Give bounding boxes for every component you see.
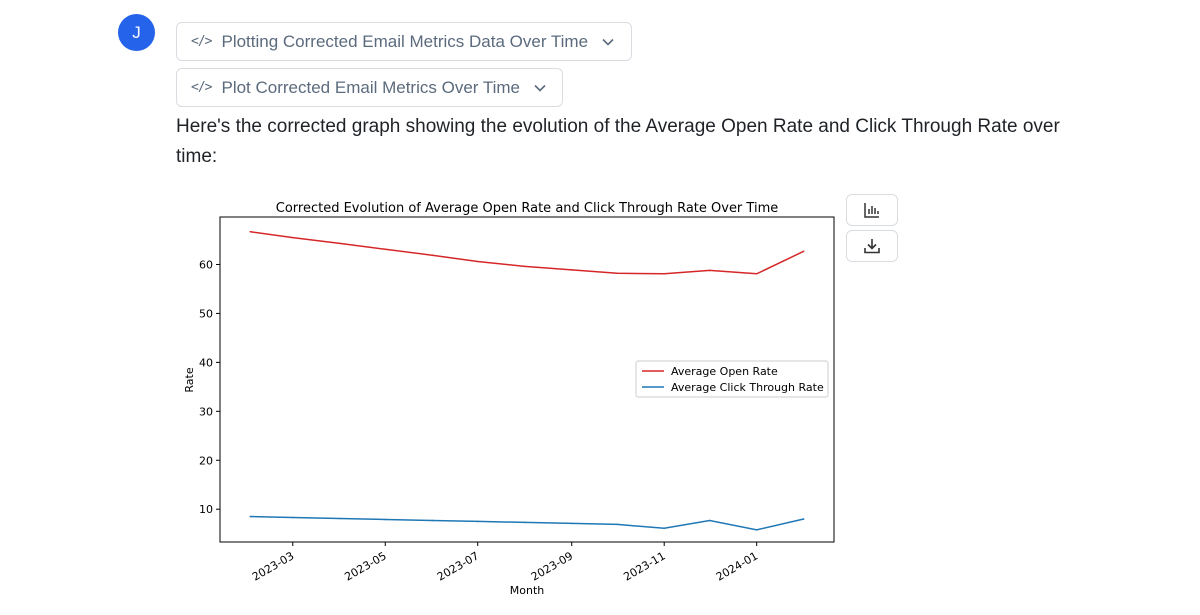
- data-point: [708, 519, 711, 522]
- tool-call-label: Plot Corrected Email Metrics Over Time: [221, 77, 520, 97]
- x-axis: 2023-03 2023-05 2023-07 2023-09 2023-11 2024-…: [250, 542, 760, 584]
- data-point: [755, 272, 758, 275]
- data-point: [384, 518, 387, 521]
- x-tick-label: 2023-03: [250, 549, 296, 583]
- download-button[interactable]: [846, 230, 898, 262]
- plot-area: [219, 216, 835, 543]
- x-tick-label: 2024-01: [714, 549, 760, 583]
- chevron-down-icon: [602, 38, 614, 46]
- tool-call-chip-plotting[interactable]: </> Plotting Corrected Email Metrics Dat…: [176, 22, 632, 61]
- chart-image: Corrected Evolution of Average Open Rate…: [176, 190, 836, 610]
- x-tick-label: 2023-07: [435, 549, 481, 583]
- download-icon: [864, 239, 880, 254]
- data-point: [570, 269, 573, 271]
- user-avatar: J: [118, 14, 155, 51]
- series-line-0: [250, 230, 805, 275]
- legend-label: Average Click Through Rate: [671, 381, 824, 394]
- series-lines: [249, 230, 805, 531]
- y-tick-label: 40: [199, 356, 213, 369]
- x-tick-label: 2023-05: [342, 549, 388, 583]
- tool-call-label: Plotting Corrected Email Metrics Data Ov…: [221, 31, 589, 51]
- x-tick-label: 2023-11: [621, 549, 667, 583]
- code-icon: </>: [191, 34, 213, 49]
- data-point: [802, 250, 805, 253]
- data-point: [338, 517, 341, 520]
- data-point: [431, 519, 434, 522]
- line-chart: Corrected Evolution of Average Open Rate…: [183, 201, 835, 597]
- y-axis-label: Rate: [183, 367, 196, 392]
- y-tick-label: 60: [199, 258, 213, 271]
- x-axis-label: Month: [510, 584, 545, 597]
- y-tick-label: 30: [199, 405, 213, 418]
- data-point: [431, 254, 434, 256]
- data-point: [663, 272, 666, 275]
- chart-legend: Average Open Rate Average Click Through R…: [635, 360, 829, 398]
- data-point: [523, 521, 526, 524]
- data-point: [802, 518, 805, 520]
- data-point: [249, 515, 252, 518]
- legend-label: Average Open Rate: [671, 365, 778, 378]
- chart-title: Corrected Evolution of Average Open Rate…: [276, 201, 778, 216]
- y-tick-label: 20: [199, 454, 213, 467]
- data-point: [755, 528, 758, 531]
- data-point: [708, 269, 711, 272]
- view-chart-button[interactable]: [846, 194, 898, 226]
- tool-call-chip-plot[interactable]: </> Plot Corrected Email Metrics Over Ti…: [176, 68, 563, 107]
- assistant-message: Here's the corrected graph showing the e…: [176, 116, 1060, 167]
- data-point: [291, 236, 294, 239]
- data-point: [570, 522, 573, 525]
- code-icon: </>: [191, 80, 213, 95]
- data-point: [384, 248, 387, 251]
- chevron-down-icon: [534, 84, 546, 92]
- y-axis: 10 20 30 40 50 60: [199, 258, 220, 516]
- legend-box: [635, 360, 829, 398]
- x-tick-label: 2023-09: [529, 549, 575, 583]
- data-point: [523, 265, 526, 268]
- data-point: [663, 527, 666, 530]
- data-point: [291, 516, 294, 519]
- data-point: [616, 523, 619, 526]
- y-tick-label: 50: [199, 307, 213, 320]
- data-point: [476, 520, 479, 523]
- bar-chart-icon: [864, 203, 879, 218]
- y-tick-label: 10: [199, 503, 213, 516]
- data-point: [476, 260, 479, 263]
- data-point: [249, 230, 252, 233]
- series-line-1: [250, 515, 804, 531]
- data-point: [616, 272, 619, 275]
- data-point: [338, 242, 341, 245]
